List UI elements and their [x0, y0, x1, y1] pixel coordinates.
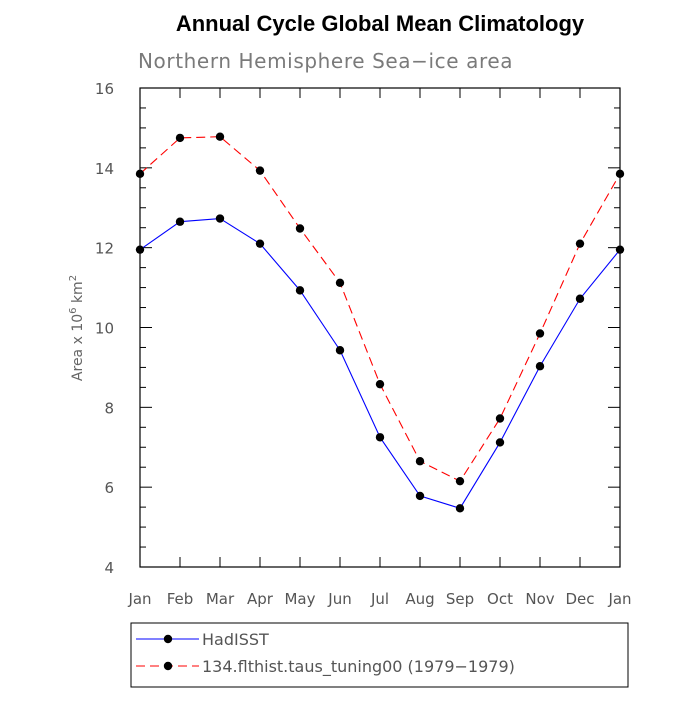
series-2-point	[615, 169, 625, 179]
legend-box	[130, 622, 629, 688]
x-tick-label: Mar	[206, 590, 235, 608]
series-1-point	[375, 433, 385, 442]
axes-layer: 4 6 8 10 12 14 16 Jan Feb Mar Apr May Jun Jul Aug Sep Oc…	[68, 80, 632, 608]
series-1-point	[615, 245, 625, 254]
series-1-point	[495, 438, 505, 447]
x-tick-label: Oct	[487, 590, 513, 608]
legend-marker-2	[163, 661, 173, 671]
series-2-point	[175, 133, 185, 143]
series-2-point	[375, 379, 385, 389]
y-tick-label: 8	[104, 399, 114, 417]
plot-frame	[139, 87, 621, 568]
series-1-point	[215, 214, 225, 223]
y-tick-label: 4	[104, 559, 114, 577]
x-tick-label: Aug	[405, 590, 434, 608]
y-tick-label: 14	[95, 160, 114, 178]
y-tick-label: 6	[104, 479, 114, 497]
series-1-point	[335, 346, 345, 355]
series-line-2	[139, 136, 621, 482]
x-tick-label: Jan	[127, 590, 151, 608]
series-1-point	[175, 217, 185, 226]
series-1-point	[575, 294, 585, 303]
series-2-point	[295, 224, 305, 233]
series-2-point	[335, 278, 345, 287]
chart-title: Annual Cycle Global Mean Climatology	[176, 11, 585, 36]
series-2-point	[215, 132, 225, 141]
series-2-point	[455, 476, 465, 486]
series-layer	[135, 132, 625, 513]
x-tick-label: Sep	[446, 590, 474, 608]
series-line-1	[139, 217, 621, 509]
series-2-point	[575, 239, 585, 248]
y-tick-label: 16	[95, 80, 114, 98]
x-tick-label: Jun	[327, 590, 351, 608]
series-1-point	[455, 504, 465, 513]
y-tick-label: 10	[95, 320, 114, 338]
legend-label-2: 134.flthist.taus_tuning00 (1979−1979)	[202, 657, 515, 677]
series-2-point	[495, 414, 505, 423]
x-tick-label: Jul	[370, 590, 389, 608]
legend-marker-1	[163, 634, 173, 644]
series-1-point	[295, 286, 305, 295]
series-1-point	[535, 362, 545, 371]
chart-subtitle: Northern Hemisphere Sea−ice area	[138, 49, 513, 73]
y-tick-label: 12	[95, 240, 114, 258]
series-2-point	[255, 166, 265, 175]
x-tick-label: Dec	[565, 590, 594, 608]
series-1-point	[255, 239, 265, 248]
series-2-point	[535, 329, 545, 338]
series-1-point	[415, 491, 425, 501]
x-tick-label: Feb	[167, 590, 194, 608]
x-tick-label: May	[284, 590, 315, 608]
legend-label-1: HadISST	[202, 630, 269, 649]
legend: HadISST 134.flthist.taus_tuning00 (1979−1…	[130, 622, 629, 688]
y-axis-label: Area x 106 km2	[68, 275, 86, 381]
series-2-point	[415, 457, 425, 466]
x-tick-label: Apr	[247, 590, 274, 608]
series-1-point	[135, 245, 145, 254]
x-tick-label: Jan	[607, 590, 631, 608]
series-2-point	[135, 169, 145, 179]
x-tick-label: Nov	[525, 590, 554, 608]
